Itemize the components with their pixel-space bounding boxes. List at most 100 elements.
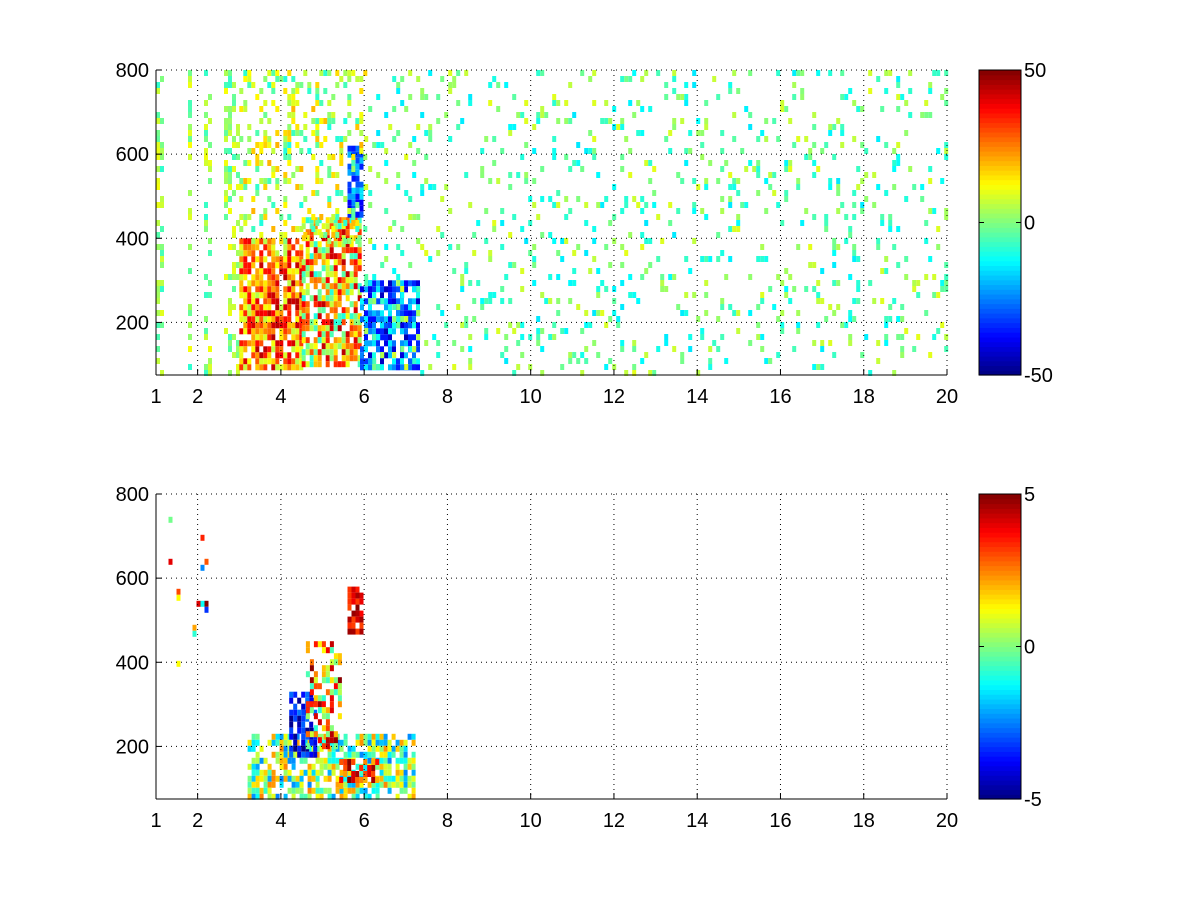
- heatmap-cell: [840, 202, 845, 208]
- heatmap-cell: [456, 304, 461, 310]
- heatmap-cell: [224, 106, 228, 112]
- heatmap-cell: [329, 241, 334, 248]
- heatmap-cell: [283, 364, 288, 371]
- heatmap-cell: [411, 751, 416, 758]
- heatmap-cell: [349, 283, 354, 290]
- heatmap-cell: [532, 124, 537, 130]
- heatmap-cell: [380, 310, 384, 317]
- heatmap-cell: [620, 166, 625, 172]
- colorbar-swatch: [979, 141, 1021, 147]
- heatmap-cell: [337, 241, 342, 248]
- heatmap-cell: [232, 286, 236, 292]
- heatmap-cell: [840, 322, 845, 328]
- heatmap-cell: [892, 244, 897, 250]
- heatmap-cell: [247, 781, 252, 788]
- heatmap-cell: [208, 364, 212, 370]
- heatmap-cell: [251, 262, 256, 269]
- heatmap-cell: [832, 352, 837, 358]
- heatmap-cell: [301, 235, 306, 242]
- heatmap-cell: [327, 112, 332, 118]
- heatmap-cell: [271, 244, 276, 251]
- heatmap-cell: [408, 304, 412, 311]
- heatmap-cell: [341, 343, 346, 350]
- heatmap-cell: [468, 280, 473, 286]
- heatmap-cell: [568, 118, 573, 124]
- heatmap-cell: [448, 82, 453, 88]
- colorbar-swatch: [979, 575, 1021, 581]
- heatmap-cell: [339, 190, 344, 196]
- heatmap-cell: [305, 271, 310, 278]
- heatmap-cell: [796, 136, 801, 142]
- heatmap-cell: [255, 346, 260, 353]
- heatmap-cell: [888, 70, 893, 76]
- heatmap-cell: [289, 751, 294, 758]
- heatmap-cell: [345, 289, 350, 296]
- heatmap-cell: [664, 94, 669, 100]
- heatmap-cell: [353, 313, 358, 320]
- heatmap-cell: [424, 340, 429, 346]
- heatmap-cell: [313, 295, 318, 302]
- heatmap-cell: [315, 793, 320, 800]
- heatmap-cell: [325, 271, 330, 278]
- heatmap-cell: [620, 340, 625, 346]
- heatmap-cell: [400, 340, 404, 347]
- heatmap-cell: [232, 268, 236, 274]
- heatmap-cell: [243, 316, 248, 323]
- heatmap-cell: [331, 751, 336, 758]
- heatmap-cell: [848, 310, 853, 316]
- heatmap-cell: [852, 316, 857, 322]
- heatmap-cell: [395, 793, 400, 800]
- heatmap-cell: [644, 352, 649, 358]
- heatmap-cell: [357, 247, 362, 254]
- heatmap-cell: [696, 316, 701, 322]
- heatmap-cell: [672, 346, 677, 352]
- heatmap-cell: [291, 244, 296, 251]
- heatmap-cell: [335, 757, 340, 764]
- heatmap-cell: [359, 781, 364, 788]
- heatmap-cell: [243, 340, 248, 347]
- heatmap-cell: [804, 208, 809, 214]
- heatmap-cell: [376, 172, 381, 178]
- heatmap-cell: [228, 178, 232, 184]
- heatmap-cell: [188, 346, 192, 352]
- heatmap-cell: [325, 665, 330, 672]
- heatmap-cell: [228, 70, 232, 76]
- heatmap-cell: [884, 340, 889, 346]
- heatmap-cell: [836, 208, 841, 214]
- heatmap-cell: [255, 316, 260, 323]
- heatmap-cell: [848, 274, 853, 280]
- heatmap-cell: [928, 166, 933, 172]
- heatmap-cell: [232, 274, 236, 280]
- heatmap-cell: [456, 70, 461, 76]
- heatmap-cell: [420, 88, 425, 94]
- heatmap-cell: [309, 707, 314, 714]
- heatmap-cell: [156, 142, 160, 148]
- heatmap-cell: [341, 361, 346, 368]
- heatmap-cell: [656, 256, 661, 262]
- heatmap-cell: [236, 250, 240, 256]
- heatmap-cell: [160, 226, 164, 232]
- heatmap-cell: [224, 136, 228, 142]
- heatmap-cell: [335, 70, 340, 76]
- heatmap-cell: [852, 202, 857, 208]
- heatmap-cell: [279, 310, 284, 317]
- heatmap-cell: [305, 701, 310, 708]
- heatmap-cell: [844, 214, 849, 220]
- heatmap-cell: [700, 130, 705, 136]
- heatmap-cell: [243, 286, 248, 293]
- colorbar-swatch: [979, 260, 1021, 266]
- heatmap-cell: [368, 286, 372, 293]
- heatmap-cell: [333, 349, 338, 356]
- heatmap-cell: [355, 193, 360, 200]
- heatmap-cell: [255, 280, 260, 287]
- heatmap-cell: [347, 187, 352, 194]
- heatmap-cell: [345, 295, 350, 302]
- heatmap-cell: [305, 247, 310, 254]
- heatmap-cell: [660, 286, 665, 292]
- heatmap-cell: [704, 118, 709, 124]
- heatmap-cell: [255, 256, 260, 263]
- heatmap-cell: [156, 310, 160, 316]
- heatmap-cell: [812, 340, 817, 346]
- heatmap-cell: [255, 304, 260, 311]
- heatmap-cell: [299, 166, 304, 172]
